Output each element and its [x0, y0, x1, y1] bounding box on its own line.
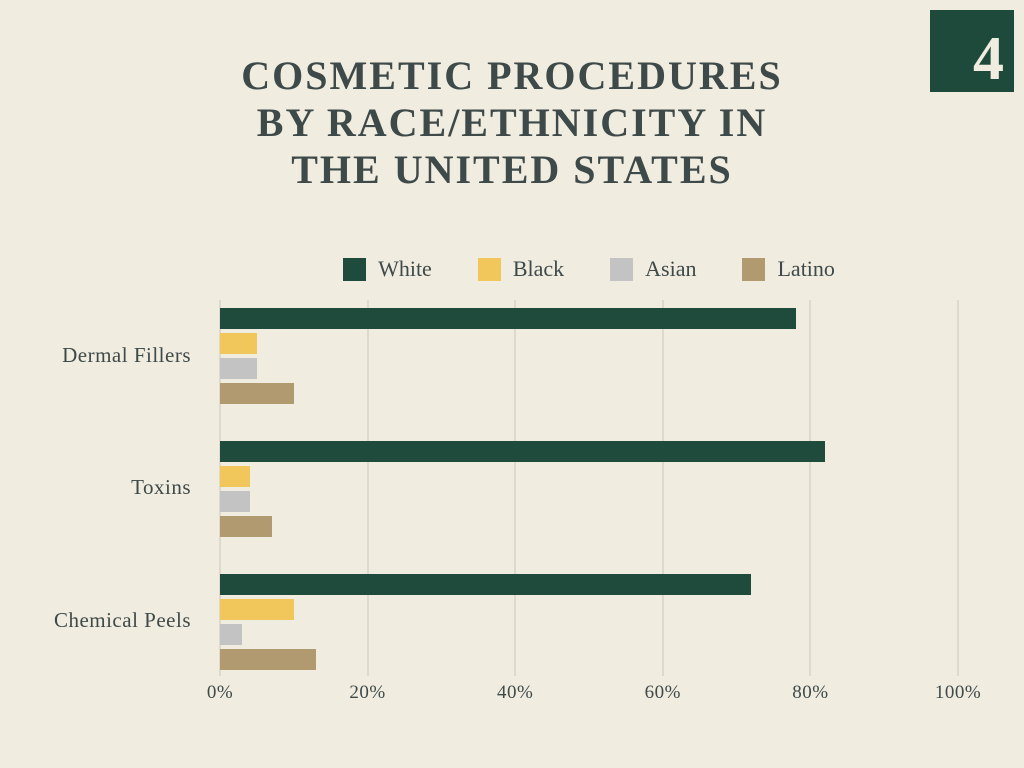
legend-item-asian: Asian [610, 256, 696, 282]
gridlines [219, 300, 959, 676]
category-label-chemical-peels: Chemical Peels [53, 607, 191, 632]
bar-dermal-fillers-white [220, 308, 796, 329]
x-tick-label: 0% [206, 682, 234, 703]
legend-label: White [378, 256, 432, 281]
legend-label: Black [512, 256, 565, 281]
bar-group-toxins [220, 441, 958, 537]
bar-chemical-peels-asian [220, 624, 243, 645]
bar-row [220, 516, 958, 537]
x-tick-label: 100% [934, 682, 982, 703]
gridline [957, 300, 959, 676]
bar-groups [220, 308, 958, 670]
x-tick-label: 60% [644, 682, 681, 703]
x-tick-label: 40% [497, 682, 534, 703]
logo-number: 4 [973, 25, 1004, 93]
bar-group-dermal-fillers [220, 308, 958, 404]
legend-swatch-latino [742, 257, 766, 281]
gridline [809, 300, 811, 676]
bar-chemical-peels-black [220, 599, 294, 620]
title-line-2: BY RACE/ETHNICITY IN [256, 100, 768, 146]
legend-item-black: Black [477, 256, 565, 282]
bar-row [220, 466, 958, 487]
bar-row [220, 308, 958, 329]
category-label-dermal-fillers: Dermal Fillers [62, 343, 191, 368]
bar-row [220, 358, 958, 379]
gridline [514, 300, 516, 676]
bar-toxins-latino [220, 516, 272, 537]
bar-row [220, 333, 958, 354]
bar-chemical-peels-white [220, 574, 752, 595]
legend-swatch-asian [610, 257, 634, 281]
bar-toxins-white [220, 441, 826, 462]
legend-label: Latino [777, 256, 835, 281]
brand-logo: 4 [930, 10, 1014, 92]
bar-chemical-peels-latino [220, 649, 316, 670]
value-axis: 0% 20% 40% 60% 80% 100% [207, 682, 981, 708]
legend-swatch-white [343, 257, 367, 281]
bar-row [220, 383, 958, 404]
gridline [662, 300, 664, 676]
title-line-1: COSMETIC PROCEDURES [241, 53, 783, 98]
legend-swatch-black [477, 257, 501, 281]
bar-row [220, 491, 958, 512]
gridline [367, 300, 369, 676]
category-label-toxins: Toxins [131, 475, 191, 500]
bar-row [220, 599, 958, 620]
bar-toxins-asian [220, 491, 250, 512]
bar-dermal-fillers-latino [220, 383, 294, 404]
legend-item-white: White [343, 256, 432, 282]
x-tick-label: 20% [349, 682, 386, 703]
bar-row [220, 624, 958, 645]
bar-toxins-black [220, 466, 250, 487]
bar-group-chemical-peels [220, 574, 958, 670]
bar-dermal-fillers-black [220, 333, 257, 354]
title-line-3: THE UNITED STATES [291, 147, 733, 193]
bar-row [220, 441, 958, 462]
bar-row [220, 649, 958, 670]
x-tick-label: 80% [792, 682, 829, 703]
chart-legend: White Black Asian Latino [220, 256, 958, 282]
category-axis: Dermal Fillers Toxins Chemical Peels [0, 308, 205, 668]
bar-chart-plot-area [219, 300, 959, 676]
bar-dermal-fillers-asian [220, 358, 257, 379]
gridline [219, 300, 221, 676]
bar-row [220, 574, 958, 595]
legend-label: Asian [645, 256, 697, 281]
page-title: COSMETIC PROCEDURES BY RACE/ETHNICITY IN… [0, 52, 1024, 194]
legend-item-latino: Latino [742, 256, 835, 282]
